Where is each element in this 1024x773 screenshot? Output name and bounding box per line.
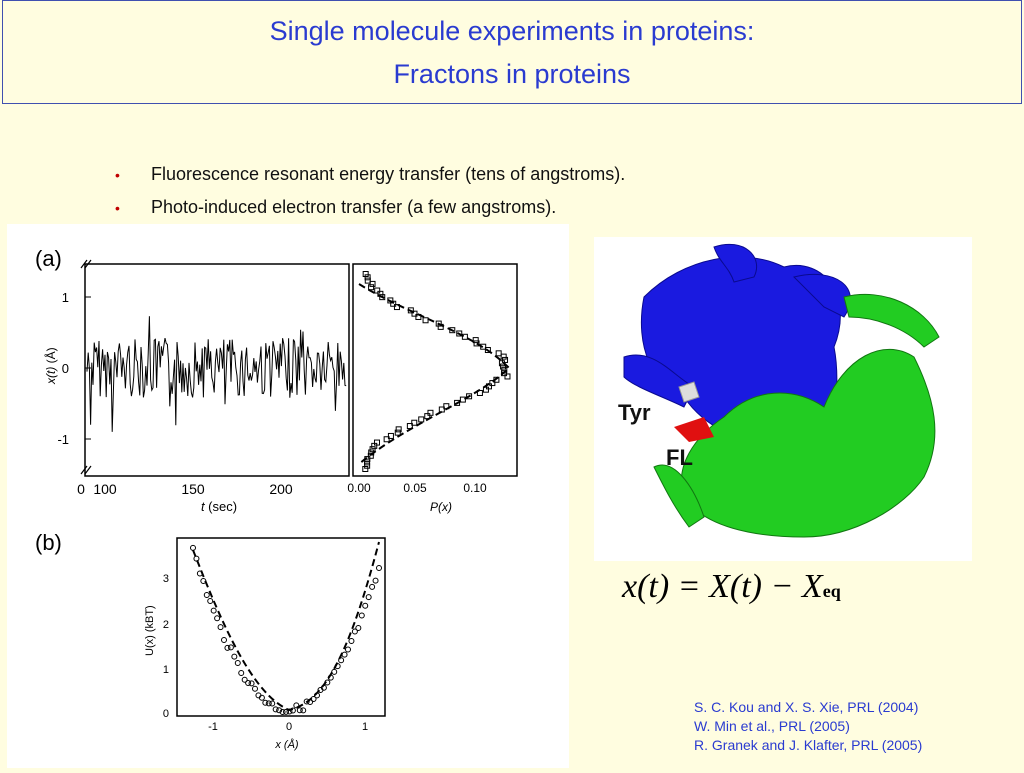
reference-item: W. Min et al., PRL (2005): [694, 718, 850, 734]
slide-title-line2: Fractons in proteins: [393, 59, 631, 89]
bullet-marker: •: [115, 199, 120, 216]
potential-fit-curve: [192, 541, 380, 712]
reference-item: S. C. Kou and X. S. Xie, PRL (2004): [694, 699, 919, 715]
bullet-text: Photo-induced electron transfer (a few a…: [151, 197, 557, 217]
reference-item: R. Granek and J. Klafter, PRL (2005): [694, 737, 923, 753]
panel-b-xtick: 0: [286, 721, 292, 733]
panel-a-xlabel: t (sec): [201, 499, 237, 514]
panel-b-ytick: 3: [163, 573, 169, 585]
panel-b-xtick: -1: [208, 721, 218, 733]
axis-break-marks: [80, 259, 92, 475]
potential-points: [190, 544, 382, 715]
panel-a-label: (a): [35, 246, 62, 271]
trajectory-plot-frame: [84, 263, 350, 477]
figure-trajectory-and-potential: (a) x(t) (Å) 1 0 -1 0 100 150 200 t (sec…: [7, 224, 569, 768]
panel-b-xlabel: x (Å): [274, 738, 299, 751]
panel-a-pxtick: 0.05: [403, 481, 427, 495]
tyr-residue: [678, 381, 700, 403]
panel-b-ytick: 1: [163, 664, 169, 676]
distribution-fit-curve: [358, 283, 511, 465]
panel-b-ytick: 0: [163, 708, 169, 720]
panel-a-xtick: 100: [93, 481, 117, 497]
fl-fluorophore: [674, 417, 714, 442]
potential-plot-frame: [176, 537, 386, 717]
figure-left-svg: (a) x(t) (Å) 1 0 -1 0 100 150 200 t (sec…: [35, 246, 518, 751]
panel-a-ytick: 1: [62, 290, 69, 305]
displacement-equation: x(t) = X(t) − Xeq: [622, 568, 841, 606]
panel-a-ytick: -1: [57, 432, 69, 447]
equation-subscript: eq: [822, 581, 841, 601]
distribution-points: [362, 271, 511, 472]
panel-a-ylabel: x(t) (Å): [43, 347, 58, 385]
slide-title-line1: Single molecule experiments in proteins:: [269, 16, 755, 46]
panel-a-pxtick: 0.10: [463, 481, 487, 495]
panel-b-ylabel: U(x) (kBT): [144, 605, 156, 656]
panel-b-xtick: 1: [362, 721, 368, 733]
trajectory-trace: [86, 316, 347, 432]
bullet-item: • Photo-induced electron transfer (a few…: [115, 191, 625, 224]
panel-a-ytick: 0: [62, 361, 69, 376]
fl-label: FL: [666, 445, 693, 470]
distribution-plot-frame: [352, 263, 518, 477]
panel-a-xtick: 150: [181, 481, 205, 497]
panel-a-pxlabel: P(x): [430, 500, 452, 514]
protein-structure-image: Tyr FL: [594, 237, 972, 561]
bullet-item: • Fluorescence resonant energy transfer …: [115, 158, 625, 191]
panel-b-label: (b): [35, 530, 62, 555]
title-box: Single molecule experiments in proteins:…: [2, 0, 1022, 104]
green-domain-ribbon: [653, 293, 940, 538]
protein-ribbon-svg: Tyr FL: [618, 243, 940, 538]
bullet-list: • Fluorescence resonant energy transfer …: [115, 158, 625, 224]
bullet-marker: •: [115, 166, 120, 183]
references: S. C. Kou and X. S. Xie, PRL (2004) W. M…: [694, 698, 922, 755]
panel-a-xtick: 0: [77, 481, 85, 497]
panel-a-pxtick: 0.00: [347, 481, 371, 495]
bullet-text: Fluorescence resonant energy transfer (t…: [151, 164, 626, 184]
panel-b-ytick: 2: [163, 619, 169, 631]
panel-a-xtick: 200: [269, 481, 293, 497]
tyr-label: Tyr: [618, 400, 651, 425]
equation-main: x(t) = X(t) − X: [622, 568, 823, 605]
